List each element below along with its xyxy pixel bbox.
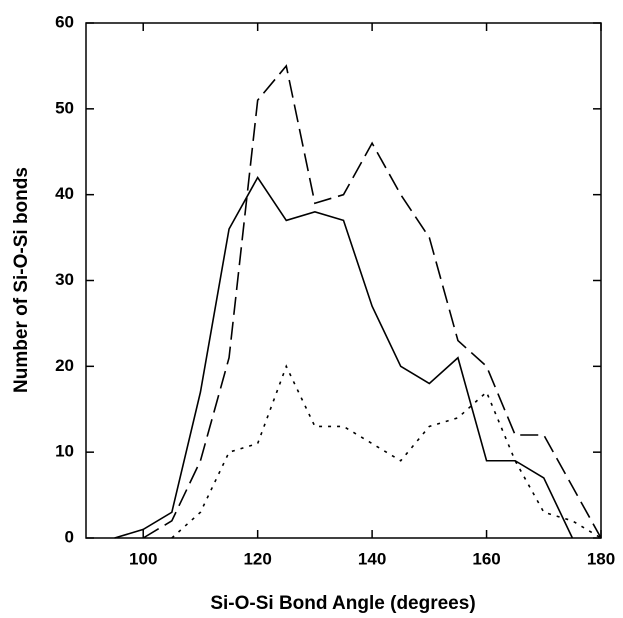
- y-tick-label: 20: [55, 356, 74, 375]
- y-tick-label: 40: [55, 184, 74, 203]
- series-line: [171, 364, 602, 539]
- y-axis-title: Number of Si-O-Si bonds: [11, 167, 32, 393]
- x-tick-label: 100: [129, 549, 157, 568]
- x-axis-title: Si-O-Si Bond Angle (degrees): [210, 593, 475, 614]
- x-tick-label: 160: [472, 549, 500, 568]
- y-tick-label: 10: [55, 442, 74, 461]
- y-tick-label: 60: [55, 12, 74, 31]
- y-tick-label: 30: [55, 270, 74, 289]
- y-tick-label: 0: [65, 527, 74, 546]
- series-line: [142, 64, 602, 539]
- x-tick-label: 120: [243, 549, 271, 568]
- series-line: [114, 175, 574, 539]
- y-tick-label: 50: [55, 98, 74, 117]
- x-tick-label: 180: [587, 549, 615, 568]
- plot-frame: [85, 22, 602, 539]
- x-tick-label: 140: [358, 549, 386, 568]
